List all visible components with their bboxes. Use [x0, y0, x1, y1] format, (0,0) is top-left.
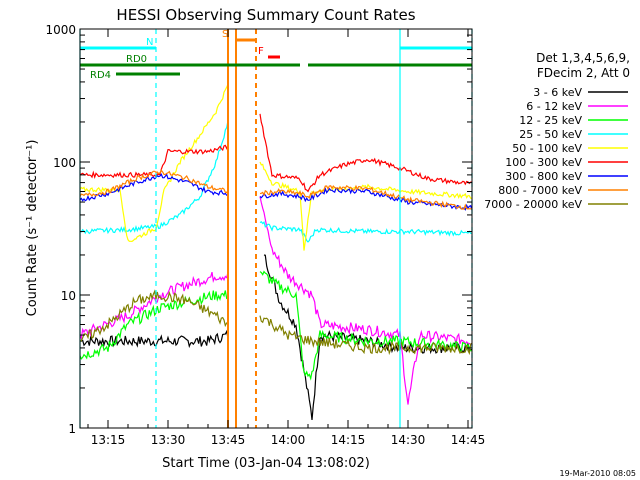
legend-label-6: 100 - 300 keV	[505, 156, 582, 169]
series-7-line	[79, 173, 229, 202]
series-2-line-2	[259, 196, 473, 405]
x-tick-label-6: 14:30	[391, 433, 426, 447]
series-4-line	[79, 120, 229, 235]
flag-s-label: S	[222, 29, 228, 40]
series-8-line	[79, 169, 229, 197]
x-tick-label-5: 14:15	[331, 433, 366, 447]
legend: Det 1,3,4,5,6,9, FDecim 2, Att 0 3 - 6 k…	[484, 51, 630, 211]
series-9-line	[79, 289, 229, 342]
y-tick-label-3: 100	[53, 156, 76, 170]
legend-header-2: FDecim 2, Att 0	[537, 66, 630, 80]
y-tick-label-2: 10	[61, 289, 76, 303]
legend-label-4: 25 - 50 keV	[519, 128, 582, 141]
y-tick-label-4: 1000	[45, 23, 76, 37]
axes: 13:15 13:30 13:45 14:00 14:15 14:30 14:45 1 10 10…	[45, 23, 485, 447]
flag-bars: N RD0 RD4 S F	[80, 29, 472, 81]
series-5-line	[79, 83, 229, 243]
y-axis-label: Count Rate (s⁻¹ detector⁻¹)	[25, 140, 40, 317]
series-2-line	[79, 271, 229, 341]
series-5-line-2	[259, 161, 473, 251]
timestamp: 19-Mar-2010 08:05	[560, 469, 637, 478]
legend-label-3: 12 - 25 keV	[519, 114, 582, 127]
series-6-line-2	[259, 113, 472, 193]
plot-frame	[79, 28, 473, 429]
flag-rd4-label: RD4	[90, 70, 111, 81]
x-tick-label-2: 13:30	[151, 433, 186, 447]
flag-n-label: N	[146, 37, 153, 48]
series-3-line	[79, 290, 229, 360]
series-7-line-2	[259, 186, 473, 211]
flag-rd0-label: RD0	[126, 54, 147, 65]
series-3-line-2	[259, 270, 473, 381]
x-tick-label-1: 13:15	[91, 433, 126, 447]
x-tick-label-3: 13:45	[211, 433, 246, 447]
series-6-line	[79, 144, 229, 180]
series-9-line-2	[259, 315, 473, 356]
legend-label-8: 800 - 7000 keV	[498, 184, 582, 197]
series-1-line	[79, 329, 229, 349]
x-axis-label: Start Time (03-Jan-04 13:08:02)	[162, 456, 370, 471]
flag-f-label: F	[258, 46, 264, 57]
legend-label-2: 6 - 12 keV	[526, 100, 582, 113]
plot-area	[79, 29, 473, 428]
legend-label-1: 3 - 6 keV	[533, 86, 582, 99]
x-tick-label-4: 14:00	[271, 433, 306, 447]
legend-header-1: Det 1,3,4,5,6,9,	[536, 51, 630, 65]
series-8-line-2	[259, 184, 473, 210]
x-tick-label-7: 14:45	[451, 433, 486, 447]
legend-label-5: 50 - 100 keV	[512, 142, 582, 155]
y-tick-label-1: 1	[68, 422, 76, 436]
chart-title: HESSI Observing Summary Count Rates	[116, 6, 415, 24]
legend-label-7: 300 - 800 keV	[505, 170, 582, 183]
series-4-line-2	[259, 221, 472, 243]
legend-label-9: 7000 - 20000 keV	[484, 198, 582, 211]
